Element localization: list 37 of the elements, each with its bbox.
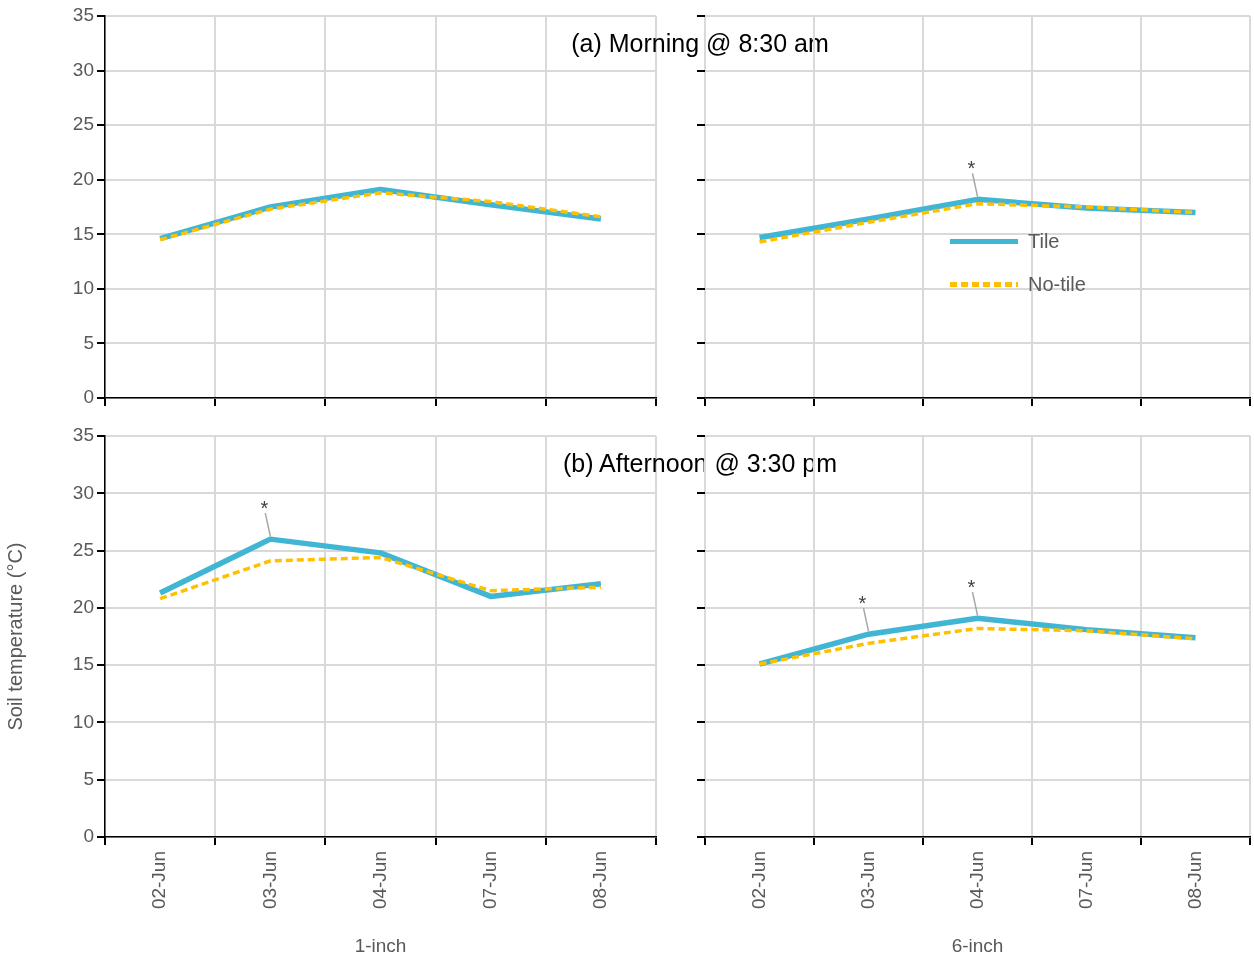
line-series: [158, 555, 603, 601]
x-tick-label: 02-Jun: [747, 851, 769, 910]
x-tick-label: 07-Jun: [1074, 851, 1096, 910]
x-axis-title: 6-inch: [951, 934, 1004, 956]
y-tick-label: 15: [72, 222, 94, 244]
y-tick-label: 35: [72, 4, 94, 26]
legend-label: No-tile: [1028, 272, 1086, 295]
x-tick-label: 02-Jun: [148, 851, 170, 910]
y-tick-label: 25: [72, 113, 94, 135]
x-tick-label: 04-Jun: [965, 851, 987, 910]
x-tick-label: 08-Jun: [589, 851, 611, 910]
y-tick-label: 0: [83, 825, 94, 847]
y-tick-label: 10: [72, 710, 94, 732]
x-tick-label: 03-Jun: [856, 851, 878, 910]
y-tick-label: 15: [72, 653, 94, 675]
x-tick-label: 03-Jun: [258, 851, 280, 910]
x-tick-label: 04-Jun: [368, 851, 390, 910]
y-tick-label: 10: [72, 277, 94, 299]
annotation: *: [967, 157, 976, 180]
y-tick-label: 20: [72, 167, 94, 189]
legend-label: Tile: [1028, 229, 1060, 252]
text: (a) Morning @ 8:30 am: [571, 28, 829, 58]
y-tick-label: 35: [72, 424, 94, 446]
x-tick-label: 07-Jun: [478, 851, 500, 910]
y-tick-label: 30: [72, 481, 94, 503]
annotation: *: [858, 592, 867, 615]
y-tick-label: 5: [83, 331, 94, 353]
y-axis-title: Soil temperature (°C): [3, 542, 26, 731]
y-tick-label: 25: [72, 538, 94, 560]
y-tick-label: 0: [83, 386, 94, 408]
annotation: *: [260, 497, 269, 520]
y-tick-label: 30: [72, 58, 94, 80]
y-tick-label: 20: [72, 596, 94, 618]
x-tick-label: 08-Jun: [1183, 851, 1205, 910]
annotation: *: [967, 576, 976, 599]
x-axis-title: 1-inch: [354, 934, 407, 956]
y-tick-label: 5: [83, 767, 94, 789]
